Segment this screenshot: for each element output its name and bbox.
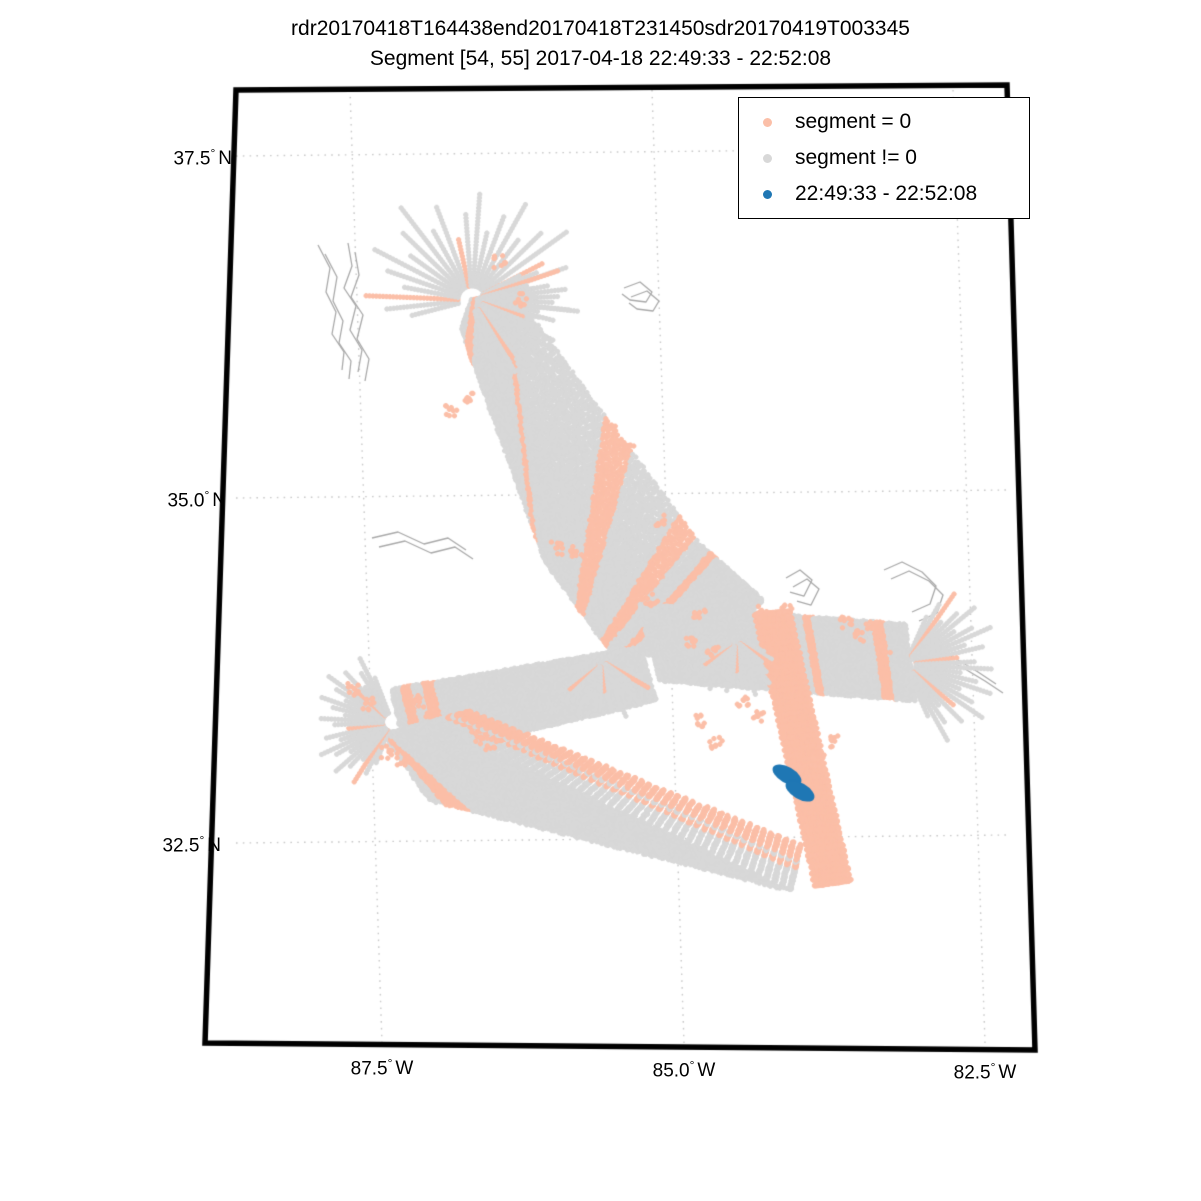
degree-symbol: ° [689,1058,695,1072]
legend-entry-1: segment != 0 [739,140,1029,176]
hemisphere: N [218,148,232,170]
degree-symbol: ° [210,146,216,160]
tick-value: 37.5 [173,148,211,170]
x-tick-label-2: 82.5° W [940,1060,1030,1084]
tick-value: 35.0 [167,490,205,512]
legend-box: segment = 0 segment != 0 22:49:33 - 22:52:… [738,97,1030,219]
legend-entry-0: segment = 0 [739,104,1029,140]
hemisphere: N [207,835,221,857]
y-tick-label-2: 32.5° N [131,833,221,857]
legend-label: 22:49:33 - 22:52:08 [795,182,978,205]
legend-marker-icon [739,189,795,199]
x-tick-label-1: 85.0° W [639,1058,729,1082]
tick-value: 32.5 [162,835,200,857]
hemisphere: W [998,1062,1017,1084]
legend-entry-2: 22:49:33 - 22:52:08 [739,176,1029,212]
hemisphere: N [212,490,226,512]
degree-symbol: ° [990,1060,996,1074]
degree-symbol: ° [199,833,205,847]
tick-value: 82.5 [953,1062,991,1084]
legend-label: segment != 0 [795,146,917,169]
hemisphere: W [395,1058,414,1080]
x-tick-label-0: 87.5° W [337,1056,427,1080]
y-tick-label-1: 35.0° N [136,488,226,512]
y-tick-label-0: 37.5° N [142,146,232,170]
legend-label: segment = 0 [795,110,912,133]
legend-marker-icon [739,117,795,127]
tick-value: 85.0 [652,1060,690,1082]
legend-marker-icon [739,153,795,163]
degree-symbol: ° [204,488,210,502]
tick-value: 87.5 [350,1058,388,1080]
degree-symbol: ° [387,1056,393,1070]
hemisphere: W [697,1060,716,1082]
